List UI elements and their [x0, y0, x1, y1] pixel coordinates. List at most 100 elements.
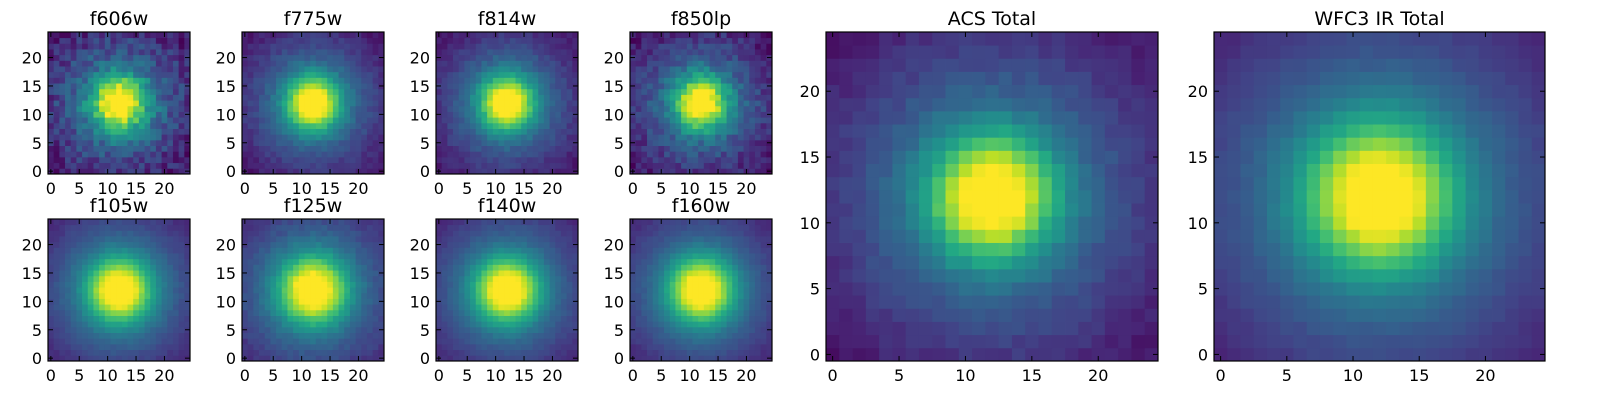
heatmap-cell [476, 242, 482, 248]
heatmap-cell [715, 281, 721, 287]
heatmap-cell [738, 140, 744, 146]
heatmap-cell [316, 253, 322, 259]
heatmap-cell [162, 242, 168, 248]
heatmap-cell [270, 242, 276, 248]
heatmap-cell [54, 157, 60, 163]
heatmap-cell [755, 112, 761, 118]
heatmap-cell [248, 32, 254, 38]
heatmap-cell [670, 157, 676, 163]
heatmap-cell [521, 344, 527, 350]
heatmap-cell [533, 270, 539, 276]
heatmap-cell [636, 344, 642, 350]
heatmap-cell [110, 43, 116, 49]
heatmap-cell [481, 140, 487, 146]
heatmap-cell [470, 100, 476, 106]
heatmap-cell [727, 327, 733, 333]
heatmap-cell [487, 134, 493, 140]
heatmap-cell [476, 100, 482, 106]
heatmap-cell [139, 100, 145, 106]
heatmap-cell [242, 344, 248, 350]
heatmap-cell [282, 304, 288, 310]
heatmap-cell [299, 321, 305, 327]
heatmap-cell [453, 253, 459, 259]
heatmap-cell [447, 117, 453, 123]
heatmap-cell [555, 304, 561, 310]
heatmap-cell [287, 38, 293, 44]
heatmap-cell [122, 83, 128, 89]
heatmap-cell [510, 310, 516, 316]
heatmap-cell [316, 316, 322, 322]
heatmap-cell [356, 276, 362, 282]
heatmap-cell [88, 60, 94, 66]
heatmap-cell [150, 72, 156, 78]
heatmap-cell [248, 219, 254, 225]
heatmap-cell [105, 287, 111, 293]
y-tick-label: 15 [22, 264, 42, 283]
heatmap-cell [470, 321, 476, 327]
heatmap-cell [721, 106, 727, 112]
heatmap-cell [179, 151, 185, 157]
heatmap-cell [139, 344, 145, 350]
heatmap-cell [116, 333, 122, 339]
heatmap-cell [310, 55, 316, 61]
y-tick-label: 5 [32, 134, 42, 153]
heatmap-cell [442, 60, 448, 66]
heatmap-cell [361, 134, 367, 140]
heatmap-cell [116, 299, 122, 305]
heatmap-cell [436, 230, 442, 236]
heatmap-cell [88, 270, 94, 276]
heatmap-cell [459, 38, 465, 44]
heatmap-cell [71, 77, 77, 83]
heatmap-cell [436, 66, 442, 72]
heatmap-cell [675, 100, 681, 106]
heatmap-cell [493, 112, 499, 118]
heatmap-cell [304, 77, 310, 83]
heatmap-cell [99, 55, 105, 61]
heatmap-cell [687, 333, 693, 339]
heatmap-cell [270, 338, 276, 344]
heatmap-cell [367, 264, 373, 270]
heatmap-cell [630, 38, 636, 44]
heatmap-cell [481, 219, 487, 225]
heatmap-cell [139, 316, 145, 322]
heatmap-cell [692, 350, 698, 356]
heatmap-cell [179, 293, 185, 299]
heatmap-cell [464, 100, 470, 106]
heatmap-cell [641, 100, 647, 106]
heatmap-cell [550, 270, 556, 276]
heatmap-cell [641, 293, 647, 299]
heatmap-cell [253, 151, 259, 157]
heatmap-cell [179, 66, 185, 72]
heatmap-cell [133, 259, 139, 265]
heatmap-cell [128, 276, 134, 282]
heatmap-cell [361, 327, 367, 333]
heatmap-cell [82, 77, 88, 83]
heatmap-cell [54, 163, 60, 169]
heatmap-cell [436, 259, 442, 265]
heatmap-cell [367, 146, 373, 152]
heatmap-cell [710, 77, 716, 83]
heatmap-cell [327, 253, 333, 259]
heatmap-cell [373, 281, 379, 287]
heatmap-cell [493, 316, 499, 322]
heatmap-cell [464, 327, 470, 333]
heatmap-cell [447, 333, 453, 339]
heatmap-cell [88, 321, 94, 327]
heatmap-cell [122, 157, 128, 163]
heatmap-cell [54, 270, 60, 276]
heatmap-cell [715, 89, 721, 95]
heatmap-cell [504, 333, 510, 339]
heatmap-cell [150, 83, 156, 89]
heatmap-cell [76, 163, 82, 169]
heatmap-cell [721, 293, 727, 299]
heatmap-cell [110, 316, 116, 322]
heatmap-cell [533, 219, 539, 225]
heatmap-cell [93, 151, 99, 157]
heatmap-cell [373, 146, 379, 152]
heatmap-cell [71, 146, 77, 152]
heatmap-cell [88, 151, 94, 157]
heatmap-cell [538, 60, 544, 66]
heatmap-cell [65, 77, 71, 83]
heatmap-cell [76, 344, 82, 350]
heatmap-cell [344, 151, 350, 157]
